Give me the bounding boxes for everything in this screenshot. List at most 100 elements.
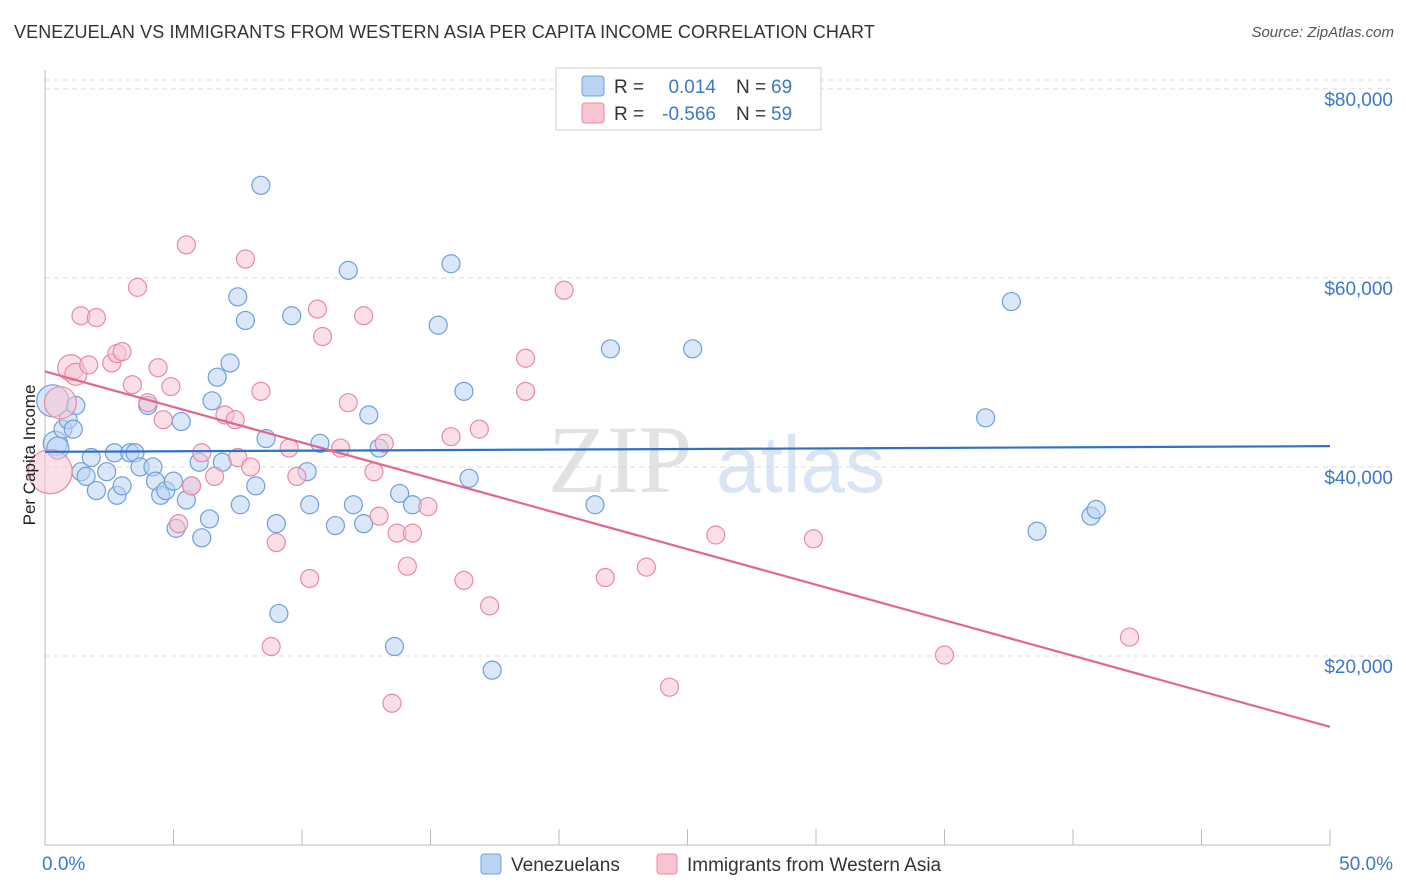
- legend-swatch-venezuelans: [581, 75, 605, 97]
- western-asia-point: [402, 523, 423, 543]
- western-asia-point: [241, 457, 261, 477]
- western-asia-point: [374, 433, 394, 453]
- venezuelans-point: [235, 310, 256, 331]
- western-asia-point: [176, 235, 196, 255]
- western-asia-point: [153, 410, 173, 430]
- western-asia-point: [369, 506, 389, 526]
- western-asia-point: [300, 568, 320, 589]
- legend-n-label-1: N =: [736, 104, 766, 125]
- gridlines: [45, 79, 1393, 657]
- venezuelans-point: [1086, 499, 1106, 520]
- legend: R = 0.014 N = 69 R = -0.566 N = 59: [555, 67, 822, 131]
- western-asia-point: [127, 277, 148, 297]
- western-asia-point: [515, 381, 536, 401]
- western-asia-point: [307, 299, 328, 319]
- western-asia-point: [251, 381, 271, 401]
- venezuelans-point: [441, 254, 461, 274]
- y-tick-labels: $20,000 $40,000 $60,000 $80,000: [1324, 90, 1393, 678]
- venezuelans-point: [63, 419, 83, 439]
- bottom-legend-swatch-western-asia: [656, 853, 678, 875]
- venezuelans-point: [428, 315, 448, 335]
- venezuelans-point: [97, 462, 117, 482]
- venezuelans-point: [282, 306, 302, 326]
- venezuelans-point: [251, 175, 271, 195]
- western-asia-point: [43, 386, 78, 420]
- x-tick-labels: 0.0% 50.0%: [42, 854, 1393, 875]
- western-asia-point: [480, 596, 500, 616]
- venezuelans-point: [1001, 291, 1021, 312]
- watermark-zip: ZIP: [548, 406, 692, 513]
- legend-r-value-1: -0.566: [662, 104, 716, 125]
- western-asia-point: [354, 306, 374, 326]
- source-credit: Source: ZipAtlas.com: [1251, 24, 1394, 41]
- western-asia-point: [228, 447, 248, 468]
- y-tick-label: $40,000: [1324, 468, 1393, 489]
- venezuelans-point: [171, 411, 191, 432]
- bottom-legend: Venezuelans Immigrants from Western Asia: [480, 853, 942, 876]
- western-asia-point: [122, 375, 142, 395]
- venezuelans-point: [202, 391, 222, 411]
- western-asia-point: [636, 557, 656, 577]
- western-asia-point: [515, 348, 536, 368]
- venezuelans-point: [325, 515, 346, 536]
- western-asia-point: [161, 377, 181, 397]
- western-asia-point: [364, 462, 384, 482]
- watermark: ZIP atlas: [548, 406, 885, 513]
- venezuelans-point: [459, 468, 479, 488]
- series-western-asia-points: [27, 235, 1140, 713]
- western-asia-point: [454, 570, 474, 590]
- western-asia-point: [192, 443, 212, 463]
- venezuelans-point: [384, 636, 405, 657]
- western-asia-point: [554, 280, 574, 300]
- western-asia-point: [803, 529, 824, 549]
- western-asia-point: [79, 355, 99, 375]
- venezuelans-point: [390, 483, 410, 504]
- western-asia-point: [469, 419, 489, 439]
- western-asia-point: [706, 525, 726, 545]
- western-asia-point: [181, 476, 202, 496]
- venezuelans-point: [230, 495, 250, 515]
- venezuelans-point: [683, 339, 703, 359]
- legend-r-label-1: R =: [614, 104, 644, 125]
- bottom-legend-label-western-asia: Immigrants from Western Asia: [687, 855, 942, 876]
- trend-line-venezuelans: [44, 445, 1331, 453]
- trend-line-western-asia: [44, 370, 1331, 728]
- western-asia-point: [169, 514, 189, 534]
- venezuelans-point: [338, 260, 358, 280]
- chart-title: VENEZUELAN VS IMMIGRANTS FROM WESTERN AS…: [14, 22, 875, 42]
- venezuelans-point: [1027, 521, 1047, 541]
- western-asia-point: [266, 532, 286, 553]
- venezuelans-point: [269, 603, 289, 624]
- legend-r-value-0: 0.014: [668, 77, 716, 98]
- venezuelans-point: [76, 466, 96, 487]
- western-asia-point: [205, 466, 225, 487]
- western-asia-point: [659, 677, 680, 697]
- series-venezuelans-points: [36, 175, 1106, 680]
- y-tick-label: $60,000: [1324, 279, 1393, 300]
- venezuelans-point: [86, 480, 107, 501]
- western-asia-point: [595, 567, 615, 588]
- venezuelans-point: [343, 495, 363, 515]
- venezuelans-point: [81, 447, 101, 468]
- western-asia-point: [1119, 627, 1140, 647]
- venezuelans-point: [192, 528, 212, 548]
- venezuelans-point: [585, 495, 605, 515]
- western-asia-point: [287, 466, 307, 487]
- western-asia-point: [148, 358, 168, 378]
- western-asia-point: [86, 308, 107, 328]
- y-tick-label: $20,000: [1324, 657, 1393, 678]
- western-asia-point: [382, 693, 402, 713]
- legend-n-value-1: 59: [771, 104, 792, 125]
- x-tick-label-max: 50.0%: [1339, 854, 1393, 875]
- western-asia-point: [312, 326, 333, 347]
- y-axis-label: Per Capita Income: [20, 385, 39, 526]
- venezuelans-point: [482, 660, 502, 680]
- western-asia-point: [934, 645, 955, 665]
- venezuelans-point: [359, 405, 379, 425]
- trend-lines: [44, 370, 1331, 728]
- venezuelans-point: [163, 471, 184, 491]
- x-tick-label-min: 0.0%: [42, 854, 85, 875]
- venezuelans-point: [199, 509, 220, 529]
- bottom-legend-swatch-venezuelans: [480, 853, 502, 875]
